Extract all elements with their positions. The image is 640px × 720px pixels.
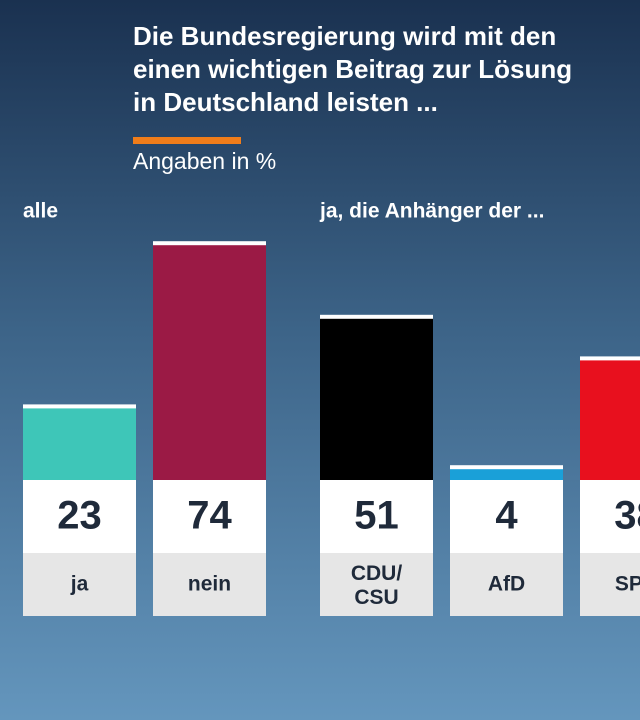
bar bbox=[320, 316, 433, 480]
chart-title-line: in Deutschland leisten ... bbox=[133, 87, 438, 117]
value-label: 23 bbox=[57, 494, 102, 538]
bar-cap bbox=[450, 465, 563, 470]
value-label: 74 bbox=[187, 494, 232, 538]
category-label: nein bbox=[188, 573, 231, 596]
value-label: 38 bbox=[614, 494, 640, 538]
value-label: 4 bbox=[495, 494, 518, 538]
chart-title-line: einen wichtigen Beitrag zur Lösung bbox=[133, 54, 572, 84]
chart-title-line: Die Bundesregierung wird mit den bbox=[133, 21, 556, 51]
value-box bbox=[153, 480, 266, 553]
category-label: SPD bbox=[615, 573, 640, 596]
category-box bbox=[580, 553, 640, 616]
category-box bbox=[153, 553, 266, 616]
bar bbox=[580, 358, 640, 480]
value-label: 51 bbox=[354, 494, 399, 538]
group-label: alle bbox=[23, 200, 58, 223]
category-label: CDU/CSU bbox=[351, 562, 402, 609]
bar-cap bbox=[153, 241, 266, 246]
value-box bbox=[580, 480, 640, 553]
category-label: ja bbox=[70, 573, 89, 596]
category-box bbox=[450, 553, 563, 616]
category-label: AfD bbox=[488, 573, 525, 596]
category-box bbox=[23, 553, 136, 616]
bar bbox=[23, 406, 136, 480]
accent-bar bbox=[133, 137, 241, 144]
value-box bbox=[23, 480, 136, 553]
value-box bbox=[450, 480, 563, 553]
group-label: ja, die Anhänger der ... bbox=[319, 200, 544, 223]
bar bbox=[153, 243, 266, 480]
bar-cap bbox=[23, 404, 136, 409]
category-box bbox=[320, 553, 433, 616]
value-box bbox=[320, 480, 433, 553]
bar bbox=[450, 467, 563, 480]
chart-subtitle: Angaben in % bbox=[133, 148, 276, 174]
bar-cap bbox=[580, 356, 640, 361]
bar-cap bbox=[320, 314, 433, 319]
